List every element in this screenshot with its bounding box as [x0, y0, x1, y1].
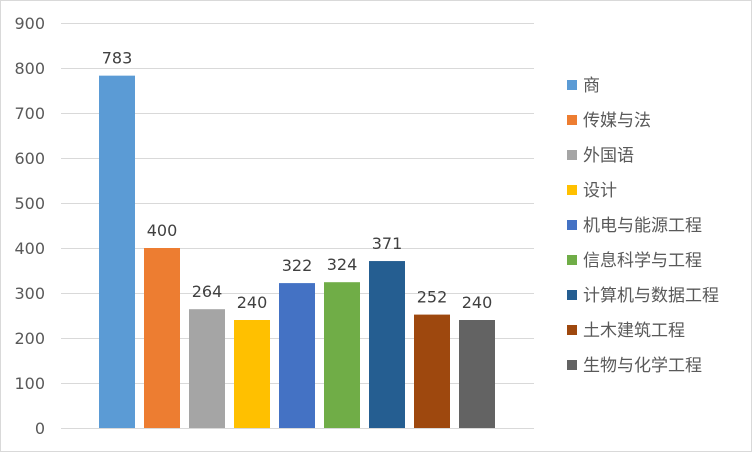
- y-tick-label: 800: [14, 59, 45, 78]
- legend-label: 计算机与数据工程: [583, 286, 719, 306]
- legend-swatch: [567, 325, 577, 335]
- legend-label: 信息科学与工程: [583, 251, 702, 271]
- legend-item: 土木建筑工程: [567, 321, 685, 341]
- data-label-3: 264: [192, 282, 223, 301]
- bar-8: [414, 314, 450, 428]
- legend-label: 商: [583, 76, 600, 96]
- legend-swatch: [567, 255, 577, 265]
- bar-2: [144, 248, 180, 428]
- legend: 商传媒与法外国语设计机电与能源工程信息科学与工程计算机与数据工程土木建筑工程生物…: [567, 76, 719, 376]
- legend-label: 传媒与法: [583, 111, 651, 131]
- legend-item: 设计: [567, 181, 617, 201]
- data-label-1: 783: [102, 49, 133, 68]
- y-tick-label: 700: [14, 104, 45, 123]
- legend-item: 外国语: [567, 146, 634, 166]
- bars-layer: [99, 75, 495, 429]
- bar-4: [234, 320, 270, 428]
- bar-7: [369, 261, 405, 428]
- legend-label: 生物与化学工程: [583, 356, 702, 376]
- legend-swatch: [567, 115, 577, 125]
- legend-item: 生物与化学工程: [567, 356, 702, 376]
- legend-item: 计算机与数据工程: [567, 286, 719, 306]
- data-label-8: 252: [417, 288, 448, 307]
- bar-9: [459, 320, 495, 428]
- y-axis-ticks: 0 100 200 300 400 500 600 700 800 900: [14, 14, 45, 438]
- y-tick-label: 300: [14, 284, 45, 303]
- y-tick-label: 500: [14, 194, 45, 213]
- legend-label: 土木建筑工程: [583, 321, 685, 341]
- grid-layer: [61, 23, 534, 429]
- bar-5: [279, 283, 315, 428]
- legend-swatch: [567, 220, 577, 230]
- bar-1: [99, 75, 135, 429]
- legend-label: 机电与能源工程: [583, 216, 702, 236]
- data-label-2: 400: [147, 221, 178, 240]
- legend-item: 传媒与法: [567, 111, 651, 131]
- y-tick-label: 0: [35, 419, 45, 438]
- y-tick-label: 900: [14, 14, 45, 33]
- legend-item: 商: [567, 76, 600, 96]
- legend-swatch: [567, 360, 577, 370]
- legend-label: 设计: [583, 181, 617, 201]
- data-label-7: 371: [372, 234, 403, 253]
- y-tick-label: 200: [14, 329, 45, 348]
- legend-swatch: [567, 80, 577, 90]
- data-label-5: 322: [282, 256, 313, 275]
- legend-item: 信息科学与工程: [567, 251, 702, 271]
- data-label-6: 324: [327, 255, 358, 274]
- bar-3: [189, 309, 225, 428]
- data-label-9: 240: [462, 293, 493, 312]
- y-tick-label: 400: [14, 239, 45, 258]
- bar-6: [324, 282, 360, 428]
- legend-swatch: [567, 290, 577, 300]
- legend-swatch: [567, 185, 577, 195]
- data-labels-layer: 783 400 264 240 322 324 371 252 240: [102, 49, 493, 312]
- y-tick-label: 100: [14, 374, 45, 393]
- legend-item: 机电与能源工程: [567, 216, 702, 236]
- data-label-4: 240: [237, 293, 268, 312]
- y-tick-label: 600: [14, 149, 45, 168]
- legend-swatch: [567, 150, 577, 160]
- legend-label: 外国语: [583, 146, 634, 166]
